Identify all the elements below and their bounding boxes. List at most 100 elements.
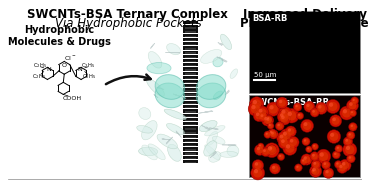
Circle shape	[288, 128, 291, 132]
Circle shape	[255, 112, 263, 120]
Circle shape	[345, 139, 348, 142]
Circle shape	[269, 146, 275, 152]
Circle shape	[298, 114, 300, 116]
Circle shape	[279, 155, 284, 159]
Circle shape	[335, 145, 342, 153]
Bar	[183, 125, 198, 126]
Circle shape	[350, 111, 355, 115]
Bar	[185, 136, 196, 138]
Ellipse shape	[148, 144, 165, 160]
Circle shape	[301, 154, 312, 165]
Ellipse shape	[205, 145, 220, 160]
Bar	[185, 48, 196, 50]
Bar	[185, 23, 196, 24]
Bar	[183, 152, 198, 155]
Circle shape	[280, 115, 288, 123]
Circle shape	[279, 113, 287, 121]
Bar	[183, 24, 198, 25]
Circle shape	[277, 111, 289, 123]
Ellipse shape	[204, 126, 225, 136]
Bar	[183, 20, 198, 21]
Bar	[185, 44, 196, 45]
Bar	[183, 126, 198, 130]
Circle shape	[280, 135, 284, 139]
Circle shape	[254, 162, 262, 169]
Circle shape	[337, 147, 339, 149]
Circle shape	[307, 147, 309, 149]
Ellipse shape	[212, 136, 225, 144]
Circle shape	[258, 108, 266, 116]
Circle shape	[293, 103, 302, 111]
Circle shape	[312, 170, 314, 172]
Circle shape	[312, 110, 318, 115]
Bar	[183, 45, 198, 46]
Circle shape	[264, 131, 271, 138]
Circle shape	[313, 161, 319, 168]
Circle shape	[296, 165, 301, 170]
Circle shape	[326, 99, 340, 114]
Bar	[183, 38, 198, 41]
Circle shape	[301, 119, 314, 132]
Circle shape	[283, 141, 297, 155]
Circle shape	[290, 139, 293, 143]
Bar	[249, 11, 360, 93]
Circle shape	[263, 149, 266, 152]
Bar	[183, 88, 198, 92]
Circle shape	[310, 152, 319, 161]
Circle shape	[254, 145, 265, 155]
Bar	[185, 78, 196, 79]
Circle shape	[351, 97, 359, 105]
Circle shape	[345, 145, 354, 154]
Circle shape	[270, 130, 275, 136]
Text: $\mathregular{C_2H_5}$: $\mathregular{C_2H_5}$	[32, 72, 46, 81]
Circle shape	[249, 97, 264, 111]
Bar	[183, 93, 198, 96]
Circle shape	[268, 145, 276, 153]
Bar	[183, 84, 198, 87]
Circle shape	[327, 130, 341, 143]
Bar	[183, 113, 198, 114]
Circle shape	[343, 109, 347, 113]
Ellipse shape	[220, 34, 232, 50]
Bar	[183, 100, 198, 101]
Circle shape	[310, 165, 322, 177]
Bar	[183, 79, 198, 80]
Circle shape	[265, 132, 270, 137]
Text: SWCNTs-BSA-RB: SWCNTs-BSA-RB	[252, 98, 329, 107]
Circle shape	[285, 144, 294, 153]
Bar	[185, 82, 196, 83]
Circle shape	[270, 163, 280, 174]
Circle shape	[283, 132, 287, 136]
Circle shape	[349, 102, 353, 106]
Bar	[183, 151, 198, 152]
Circle shape	[255, 162, 258, 166]
Circle shape	[259, 144, 263, 148]
Bar	[183, 105, 198, 108]
Bar	[185, 27, 196, 29]
Bar	[183, 55, 198, 58]
Bar	[183, 156, 198, 159]
Ellipse shape	[196, 83, 226, 108]
Bar	[185, 162, 196, 163]
Circle shape	[281, 116, 285, 119]
Circle shape	[310, 108, 319, 117]
Bar	[183, 30, 198, 33]
Circle shape	[251, 166, 265, 180]
Circle shape	[254, 169, 258, 173]
Circle shape	[325, 170, 329, 173]
Circle shape	[334, 152, 339, 157]
Text: N: N	[78, 67, 82, 72]
Circle shape	[323, 168, 334, 178]
Bar	[183, 147, 198, 151]
Bar	[185, 65, 196, 66]
Bar	[183, 63, 198, 66]
Circle shape	[348, 156, 354, 161]
Circle shape	[265, 116, 274, 125]
Circle shape	[337, 163, 348, 173]
Circle shape	[284, 108, 299, 123]
Circle shape	[307, 147, 311, 152]
Circle shape	[340, 106, 354, 120]
Ellipse shape	[166, 124, 184, 134]
Ellipse shape	[157, 134, 178, 149]
Bar	[183, 62, 198, 63]
